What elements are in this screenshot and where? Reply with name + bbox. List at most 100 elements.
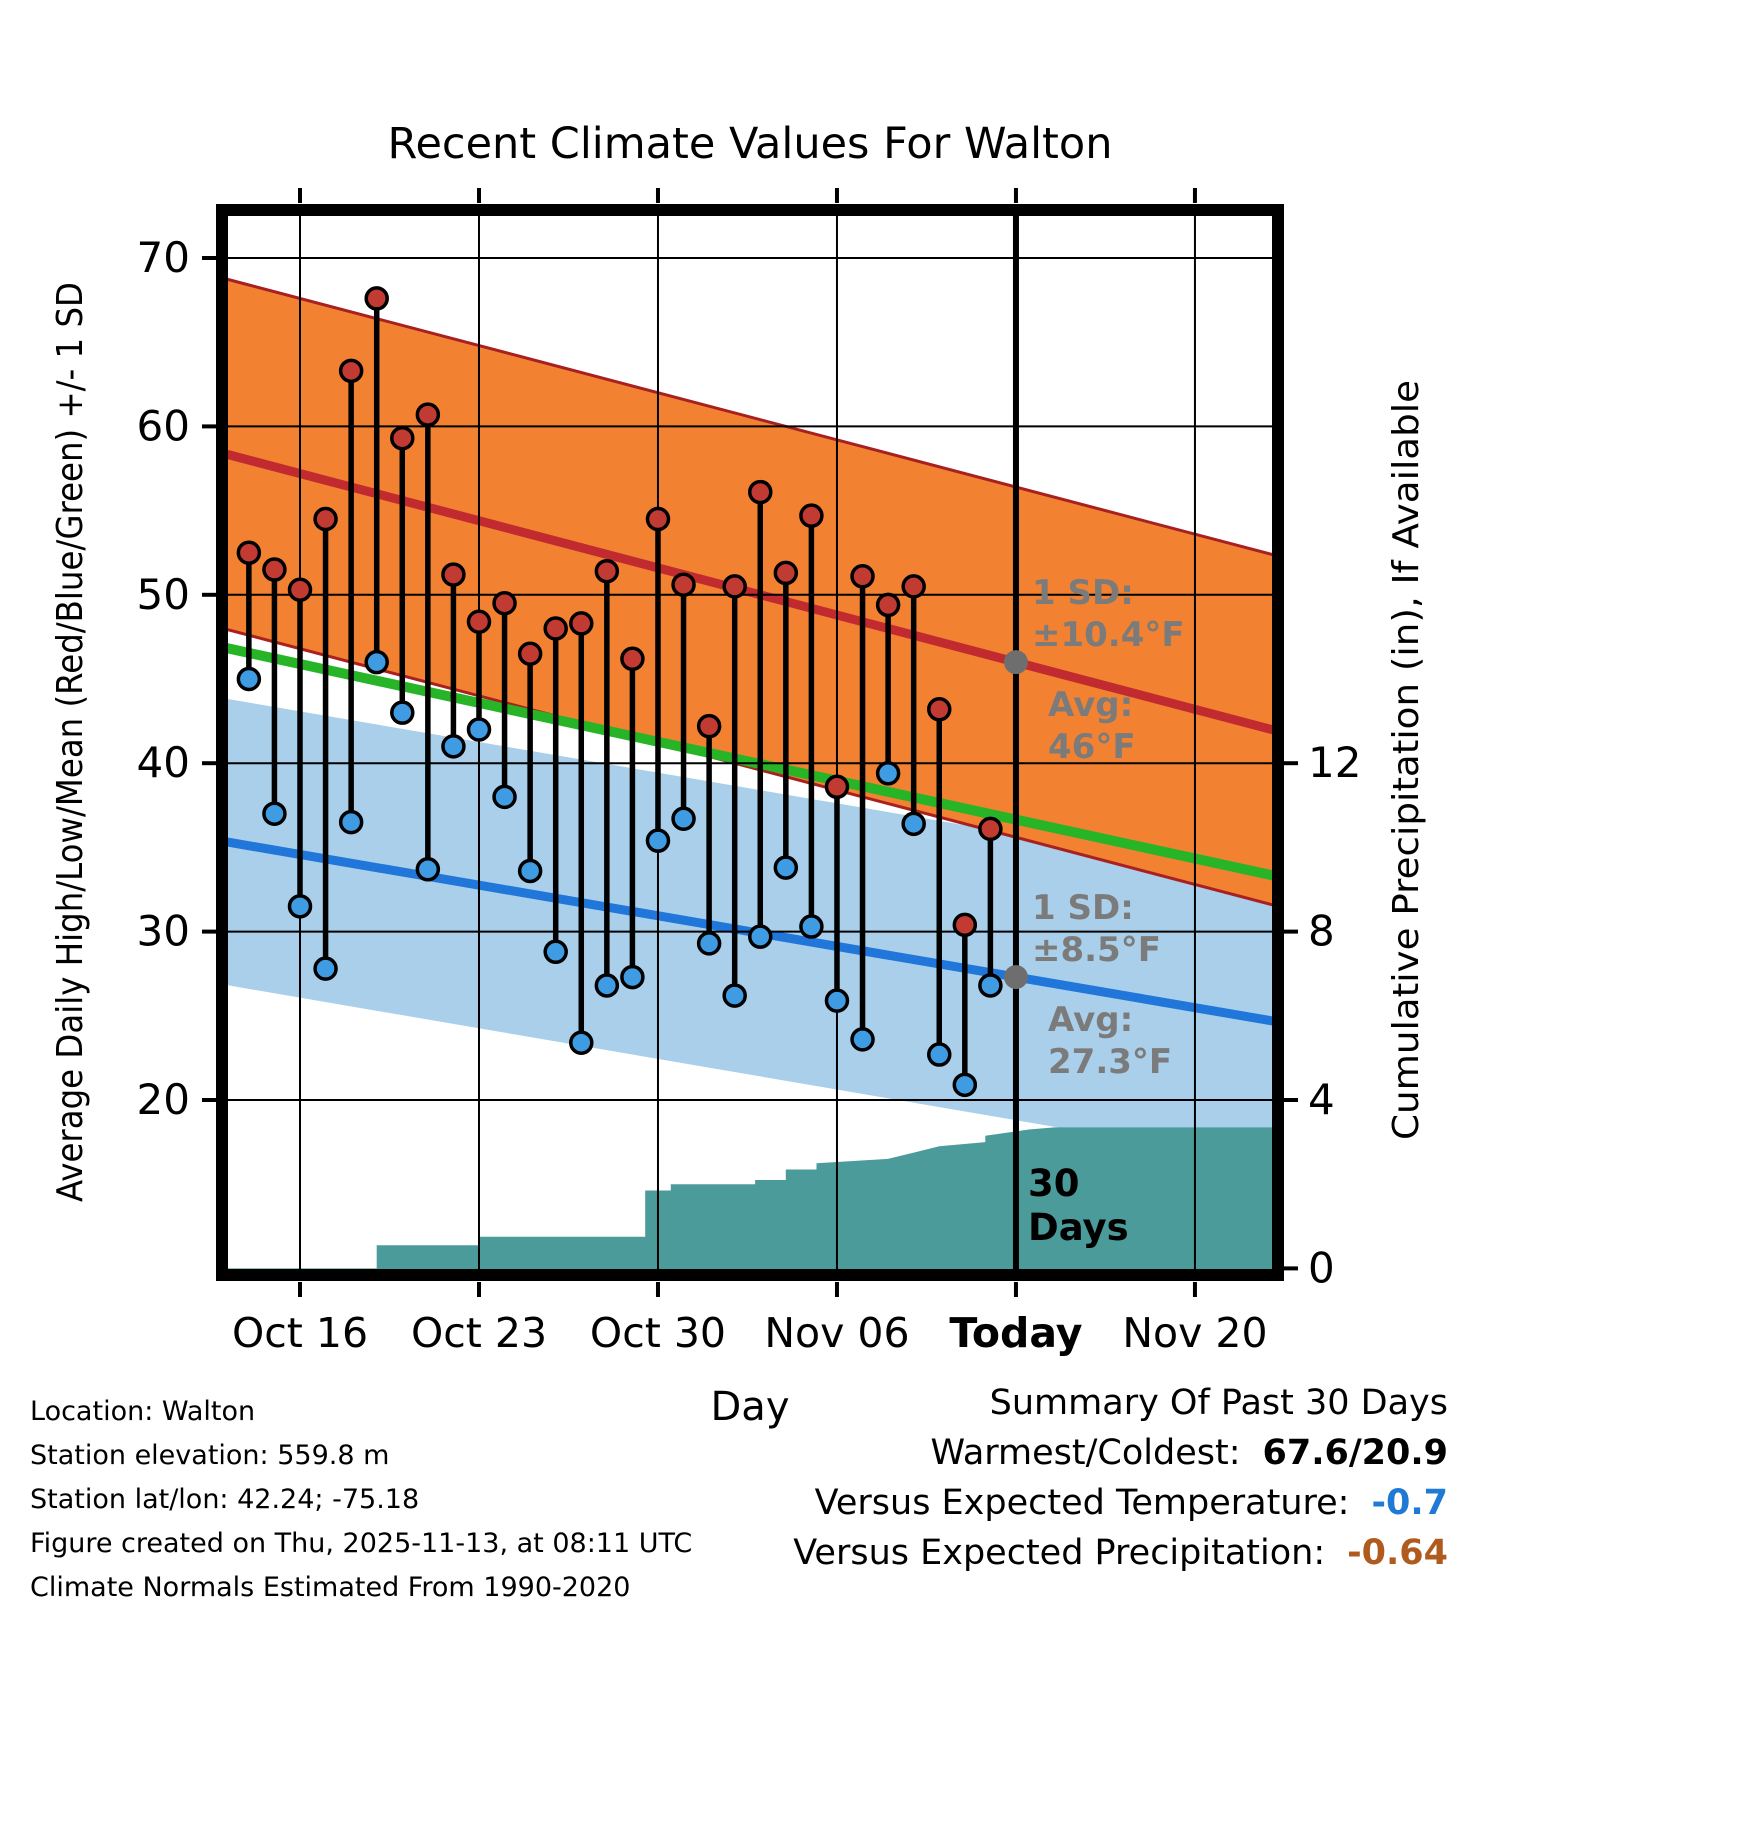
y-right-tick-label: 0 xyxy=(1308,1243,1335,1292)
low-dot xyxy=(696,931,722,956)
x-axis-label: Day xyxy=(711,1384,790,1430)
plot-border xyxy=(216,204,1284,1281)
summary-row-vs-temperature: Versus Expected Temperature: -0.7 xyxy=(793,1478,1448,1528)
high-band-top-edge xyxy=(221,276,1279,558)
y-left-axis-label: Average Daily High/Low/Mean (Red/Blue/Gr… xyxy=(50,282,91,1202)
summary-row-warmest-coldest: Warmest/Coldest: 67.6/20.9 xyxy=(793,1428,1448,1478)
low-dot xyxy=(569,1030,594,1055)
summary-row-vs-precipitation: Versus Expected Precipitation: -0.64 xyxy=(793,1528,1448,1578)
high-dot xyxy=(952,912,978,938)
chart-title: Recent Climate Values For Walton xyxy=(388,119,1113,169)
high-dot xyxy=(773,560,799,586)
low-dot xyxy=(390,700,415,725)
summary-value: 67.6/20.9 xyxy=(1262,1433,1449,1473)
x-tick-label: Oct 30 xyxy=(590,1309,726,1357)
y-left-tick-label: 30 xyxy=(137,907,190,956)
low-dot xyxy=(748,924,773,949)
high-dot xyxy=(594,558,620,584)
y-right-tick-label: 12 xyxy=(1308,738,1361,787)
summary-value: -0.7 xyxy=(1371,1483,1448,1523)
summary-panel: Summary Of Past 30 Days Warmest/Coldest:… xyxy=(793,1378,1448,1578)
high-dot xyxy=(569,611,594,636)
chart-render-layer: Oct 16 Oct 23 Oct 30 Nov 06 Today Nov 20 70 60 5… xyxy=(137,188,1361,1357)
high-dot xyxy=(466,609,492,634)
low-dot xyxy=(517,858,543,884)
y-left-tick-label: 20 xyxy=(137,1075,190,1124)
high-dot xyxy=(799,503,824,528)
high-dot xyxy=(415,402,441,427)
low-dot xyxy=(978,973,1003,998)
thirty-days-annotation: 30 Days xyxy=(1028,1162,1129,1250)
high-dot xyxy=(850,564,875,589)
low-dot xyxy=(441,734,466,759)
low-avg-line1: Avg: xyxy=(1048,1000,1134,1040)
low-dot xyxy=(824,988,850,1013)
summary-title: Summary Of Past 30 Days xyxy=(989,1383,1448,1423)
high-dot xyxy=(543,616,568,641)
low-dot xyxy=(466,717,492,742)
summary-label: Warmest/Coldest: xyxy=(930,1433,1241,1473)
y-right-tick-label: 4 xyxy=(1308,1075,1335,1124)
low-dot xyxy=(594,973,620,998)
low-dot xyxy=(492,784,517,810)
low-dot xyxy=(799,914,824,939)
low-dot xyxy=(671,806,696,832)
x-tick-label: Oct 16 xyxy=(232,1309,368,1357)
y-left-tick-label: 60 xyxy=(137,401,190,450)
high-avg-line2: 46°F xyxy=(1048,727,1136,767)
low-dot xyxy=(236,666,262,692)
station-elevation: Station elevation: 559.8 m xyxy=(30,1440,390,1471)
low-dot xyxy=(262,801,287,826)
low-sd-line1: 1 SD: xyxy=(1032,888,1134,928)
low-dot xyxy=(543,939,568,965)
low-dot xyxy=(722,983,747,1008)
low-dot xyxy=(875,761,901,786)
high-dot xyxy=(313,506,338,532)
low-dot xyxy=(645,828,671,853)
low-dot xyxy=(927,1042,952,1067)
y-left-tick-label: 40 xyxy=(137,738,190,787)
high-dot xyxy=(390,425,415,451)
high-dot xyxy=(441,562,466,587)
high-dot xyxy=(875,592,901,618)
low-dot xyxy=(850,1027,875,1052)
low-dot xyxy=(415,857,441,882)
y-right-axis-label: Cumulative Precipitation (in), If Availa… xyxy=(1386,380,1427,1140)
low-dot xyxy=(364,649,389,675)
high-dot xyxy=(620,646,645,672)
low-dot xyxy=(313,956,338,981)
low-avg-marker xyxy=(1003,965,1028,990)
high-avg-line1: Avg: xyxy=(1048,685,1134,725)
thirty-days-line1: 30 xyxy=(1028,1162,1080,1205)
y-right-tick-label: 8 xyxy=(1308,907,1335,956)
mean-line xyxy=(220,642,1280,882)
high-dot xyxy=(901,574,926,599)
y-left-tick-label: 70 xyxy=(137,233,190,282)
thirty-days-line2: Days xyxy=(1028,1206,1129,1249)
summary-value: -0.64 xyxy=(1347,1533,1448,1573)
low-dot xyxy=(287,894,313,919)
high-dot xyxy=(645,506,671,532)
high-dot xyxy=(338,358,364,384)
high-dot xyxy=(287,577,313,602)
low-dot xyxy=(773,855,799,880)
climate-normals-note: Climate Normals Estimated From 1990-2020 xyxy=(30,1572,631,1603)
y-left-tick-label: 50 xyxy=(137,570,190,619)
high-sd-line2: ±10.4°F xyxy=(1032,615,1185,655)
high-dot xyxy=(722,574,747,599)
high-dot xyxy=(748,479,773,505)
low-sd-line2: ±8.5°F xyxy=(1032,930,1161,970)
high-sd-line1: 1 SD: xyxy=(1032,573,1134,613)
figure-created: Figure created on Thu, 2025-11-13, at 08… xyxy=(30,1528,693,1559)
high-dot xyxy=(978,816,1003,842)
high-dot xyxy=(671,572,696,597)
high-dot xyxy=(824,774,850,800)
station-location: Location: Walton xyxy=(30,1396,256,1427)
low-dot xyxy=(952,1072,978,1098)
low-avg-annotation: Avg: 27.3°F xyxy=(1048,999,1172,1083)
low-dot xyxy=(620,964,645,990)
summary-label: Versus Expected Precipitation: xyxy=(793,1533,1326,1573)
high-dot xyxy=(927,697,952,722)
